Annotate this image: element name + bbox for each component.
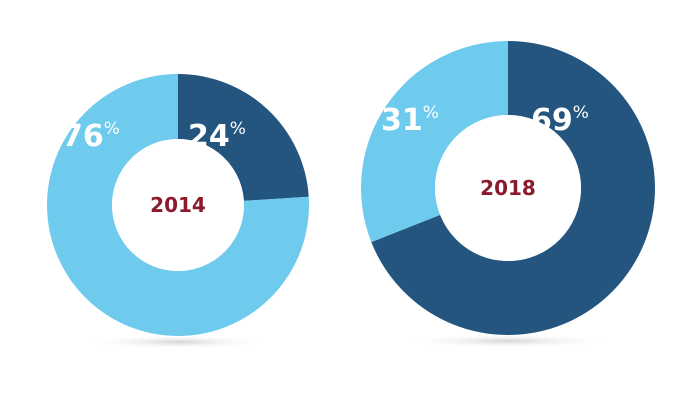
donut-slice-69 (371, 41, 655, 335)
donut-chart-2014: 24%76%2014 (47, 74, 310, 349)
donut-slice-76 (47, 74, 310, 336)
slice-value: 69 (531, 103, 573, 138)
slice-value: 31 (381, 103, 423, 138)
slice-unit: % (423, 103, 439, 123)
donut-shadow (402, 334, 614, 348)
donut-hole (112, 139, 244, 271)
slice-value: 24 (188, 119, 230, 154)
donut-shadow (83, 335, 273, 349)
slice-unit: % (104, 119, 120, 139)
donut-chart-2018: 69%31%2018 (360, 41, 655, 348)
slice-unit: % (573, 103, 589, 123)
center-year-label: 2018 (480, 176, 536, 200)
slice-label-69: 69% (531, 103, 589, 138)
donut-hole (435, 115, 581, 261)
donut-slice-24 (178, 74, 309, 201)
slice-label-76: 76% (62, 119, 120, 154)
slice-label-24: 24% (188, 119, 246, 154)
slice-label-31: 31% (381, 103, 439, 138)
slice-value: 76 (62, 119, 104, 154)
slice-unit: % (230, 119, 246, 139)
donut-slice-31 (360, 41, 508, 243)
center-year-label: 2014 (150, 193, 206, 217)
